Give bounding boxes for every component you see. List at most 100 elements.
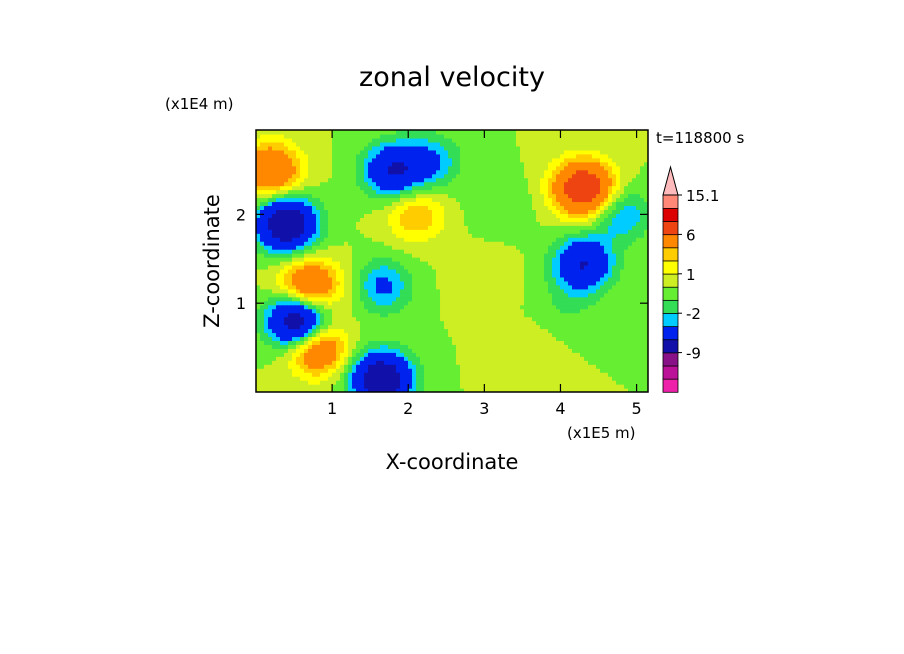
field-cell [420, 217, 425, 222]
field-cell [276, 320, 281, 326]
field-cell [428, 364, 433, 369]
field-cell [544, 300, 549, 306]
field-cell [536, 233, 541, 238]
field-cell [524, 300, 529, 306]
field-cell [512, 245, 517, 250]
field-cell [596, 276, 601, 282]
field-cell [612, 308, 617, 314]
field-cell [564, 300, 569, 306]
field-cell [444, 344, 449, 349]
field-cell [628, 209, 633, 214]
field-cell [300, 272, 305, 278]
field-cell [408, 237, 413, 242]
field-cell [628, 225, 633, 230]
field-cell [316, 300, 321, 306]
field-cell [332, 245, 337, 250]
field-cell [308, 364, 313, 369]
field-cell [360, 332, 365, 338]
field-cell [520, 312, 525, 318]
field-cell [364, 288, 369, 294]
field-cell [548, 245, 553, 250]
field-cell [644, 388, 648, 392]
field-cell [340, 304, 345, 310]
field-cell [548, 276, 553, 282]
field-cell [408, 320, 413, 326]
field-cell [292, 288, 297, 294]
field-cell [452, 348, 457, 353]
field-cell [448, 221, 453, 226]
field-cell [488, 296, 493, 302]
field-cell [484, 324, 489, 330]
field-cell [556, 209, 561, 214]
field-cell [500, 261, 505, 266]
field-cell [352, 225, 357, 230]
field-cell [448, 332, 453, 338]
field-cell [256, 384, 261, 389]
field-cell [432, 308, 437, 314]
field-cell [312, 272, 317, 278]
field-cell [364, 388, 369, 392]
field-cell [516, 225, 521, 230]
field-cell [436, 364, 441, 369]
field-cell [472, 261, 477, 266]
field-cell [260, 249, 265, 254]
field-cell [320, 261, 325, 266]
field-cell [320, 249, 325, 254]
field-cell [320, 229, 325, 234]
field-cell [512, 272, 517, 278]
field-cell [412, 189, 417, 195]
field-cell [468, 257, 473, 262]
field-cell [288, 308, 293, 314]
field-cell [320, 328, 325, 334]
field-cell [448, 388, 453, 392]
field-cell [328, 241, 333, 246]
field-cell [468, 253, 473, 258]
field-cell [312, 368, 317, 373]
field-cell [404, 332, 409, 338]
field-cell [576, 241, 581, 246]
field-cell [396, 332, 401, 338]
field-cell [412, 193, 417, 199]
field-cell [556, 229, 561, 234]
field-cell [348, 352, 353, 357]
field-cell [292, 356, 297, 361]
field-cell [336, 217, 341, 222]
field-cell [512, 380, 517, 385]
field-cell [572, 225, 577, 230]
field-cell [336, 264, 341, 270]
field-cell [428, 276, 433, 282]
field-cell [460, 292, 465, 298]
field-cell [336, 344, 341, 349]
field-cell [308, 229, 313, 234]
field-cell [344, 264, 349, 270]
field-cell [448, 328, 453, 334]
field-cell [612, 268, 617, 274]
field-cell [332, 253, 337, 258]
field-cell [428, 253, 433, 258]
field-cell [540, 261, 545, 266]
field-cell [364, 352, 369, 357]
field-cell [456, 328, 461, 334]
field-cell [640, 312, 645, 318]
field-cell [508, 292, 513, 298]
field-cell [604, 300, 609, 306]
field-cell [436, 344, 441, 349]
field-cell [336, 352, 341, 357]
field-cell [364, 233, 369, 238]
field-cell [336, 241, 341, 246]
field-cell [360, 336, 365, 341]
field-cell [284, 276, 289, 282]
field-cell [612, 253, 617, 258]
field-cell [312, 364, 317, 369]
field-cell [488, 249, 493, 254]
field-cell [632, 257, 637, 262]
field-cell [488, 288, 493, 294]
field-cell [324, 205, 329, 210]
field-cell [436, 209, 441, 214]
field-cell [504, 213, 509, 218]
field-cell [548, 264, 553, 270]
field-cell [476, 364, 481, 369]
field-cell [412, 225, 417, 230]
field-cell [484, 264, 489, 270]
field-cell [272, 364, 277, 369]
